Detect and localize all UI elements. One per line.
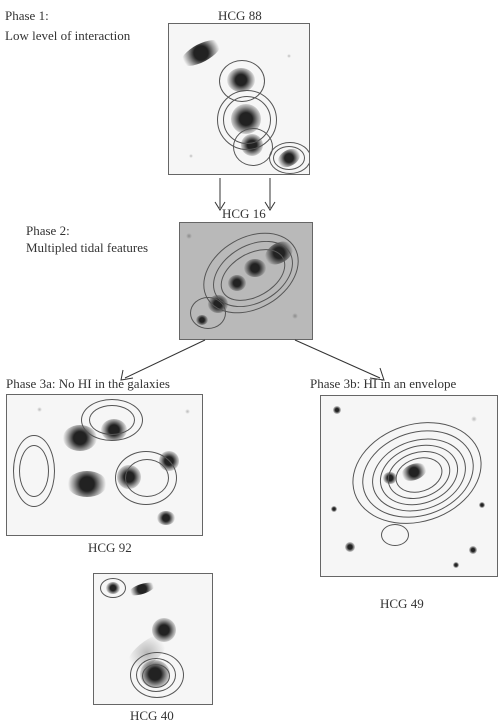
star-faint xyxy=(189,154,193,158)
arrow-down-right xyxy=(260,176,280,218)
star-dot xyxy=(453,562,459,568)
phase2-line1: Phase 2: xyxy=(26,223,70,239)
star-dot xyxy=(331,506,337,512)
contour-ring xyxy=(381,524,409,546)
star-faint xyxy=(287,54,291,58)
galaxy-blob xyxy=(67,471,107,497)
contour-ring xyxy=(19,445,49,497)
hcg40-caption: HCG 40 xyxy=(130,708,174,724)
panel-hcg88 xyxy=(168,23,310,175)
hcg92-caption: HCG 92 xyxy=(88,540,132,556)
contour-ring xyxy=(125,459,169,497)
star-dot xyxy=(333,406,341,414)
galaxy-blob xyxy=(177,35,224,72)
star-dot xyxy=(345,542,355,552)
contour-ring xyxy=(100,578,126,598)
arrow-to-3a xyxy=(115,338,210,388)
contour-ring xyxy=(233,128,273,166)
panel-hcg16 xyxy=(179,222,313,340)
contour-ring xyxy=(142,664,170,688)
contour-ring xyxy=(89,405,135,435)
panel-hcg92 xyxy=(6,394,203,536)
star-dot xyxy=(479,502,485,508)
phase1-line1: Phase 1: xyxy=(5,8,49,24)
phase2-line2: Multipled tidal features xyxy=(26,240,148,256)
contour-ring xyxy=(190,297,226,329)
galaxy-blob xyxy=(157,511,175,525)
contour-ring xyxy=(273,146,305,170)
star-faint xyxy=(186,233,192,239)
star-faint xyxy=(292,313,298,319)
arrow-down-left xyxy=(210,176,230,218)
star-faint xyxy=(185,409,190,414)
phase1-line2: Low level of interaction xyxy=(5,28,130,44)
galaxy-blob xyxy=(127,580,157,598)
hcg49-caption: HCG 49 xyxy=(380,596,424,612)
hcg88-caption: HCG 88 xyxy=(218,8,262,24)
panel-hcg49 xyxy=(320,395,498,577)
arrow-to-3b xyxy=(290,338,390,388)
star-faint xyxy=(37,407,42,412)
star-faint xyxy=(471,416,477,422)
star-dot xyxy=(469,546,477,554)
panel-hcg40 xyxy=(93,573,213,705)
